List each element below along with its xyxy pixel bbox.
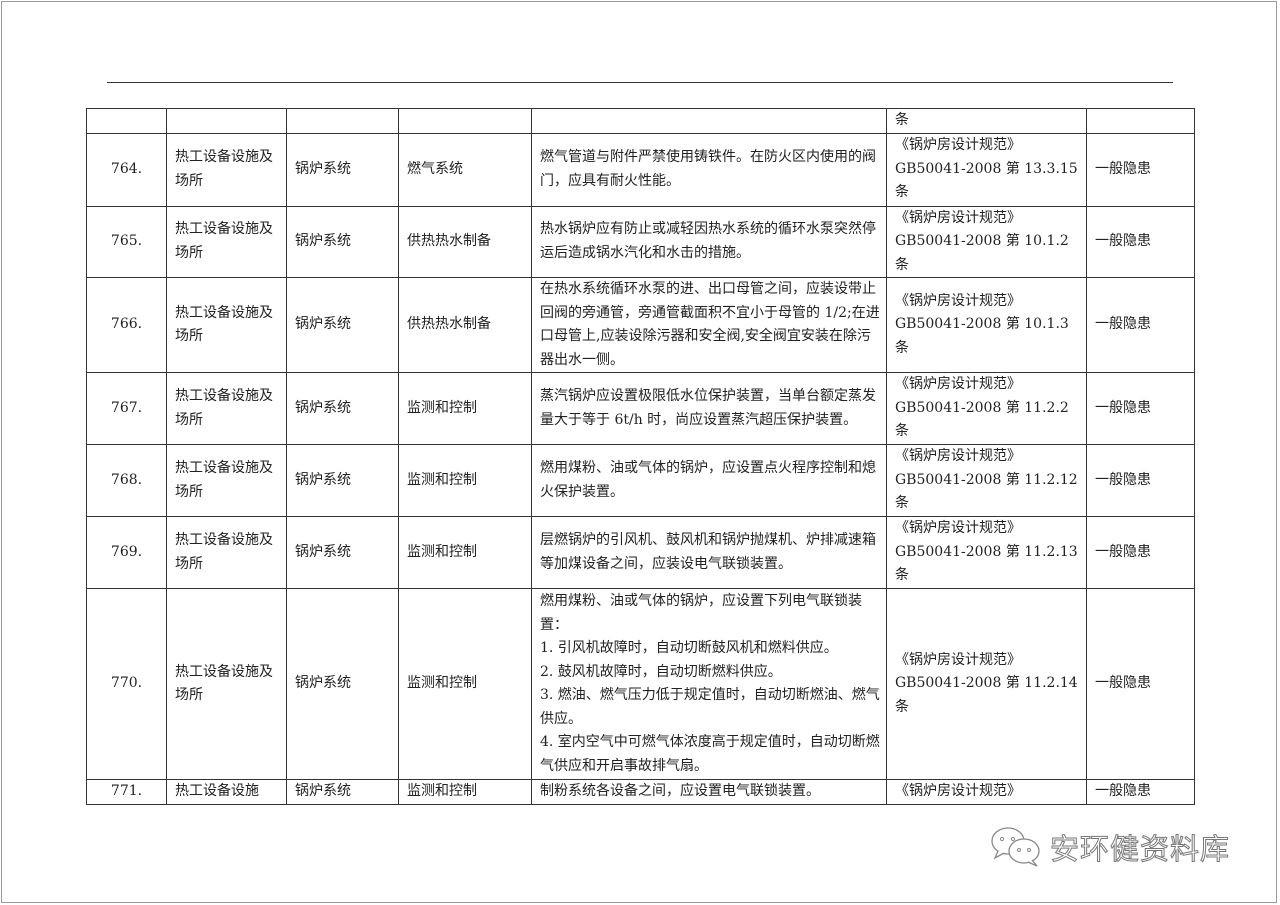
continued-row: 条 xyxy=(86,108,1195,134)
table-row: 764. 热工设备设施及场所 锅炉系统 燃气系统 燃气管道与附件严禁使用铸铁件。在防火区… xyxy=(86,132,1195,207)
row-number: 767. xyxy=(86,372,167,445)
wechat-icon xyxy=(991,827,1040,867)
system-cell: 锅炉系统 xyxy=(286,779,399,805)
system-cell: 锅炉系统 xyxy=(286,277,399,373)
row-number: 771. xyxy=(86,779,167,805)
row-number: 764. xyxy=(86,132,167,207)
row-number: 765. xyxy=(86,205,167,278)
row-number: 768. xyxy=(86,444,167,517)
subsystem-cell: 供热热水制备 xyxy=(398,277,532,373)
system-cell: 锅炉系统 xyxy=(286,205,399,278)
subsystem-cell: 供热热水制备 xyxy=(398,205,532,278)
system-cell: 锅炉系统 xyxy=(286,132,399,207)
basis-cell: 《锅炉房设计规范》GB50041-2008 第 10.1.3 条 xyxy=(886,277,1087,373)
basis-cell: 《锅炉房设计规范》GB50041-2008 第 11.2.2 条 xyxy=(886,372,1087,445)
category-cell: 热工设备设施 xyxy=(166,779,287,805)
category-cell: 热工设备设施及场所 xyxy=(166,588,287,780)
category-cell: 热工设备设施及场所 xyxy=(166,372,287,445)
requirement-cell: 燃气管道与附件严禁使用铸铁件。在防火区内使用的阀门，应具有耐火性能。 xyxy=(531,132,887,207)
table-row: 771. 热工设备设施 锅炉系统 监测和控制 制粉系统各设备之间，应设置电气联锁装置。《… xyxy=(86,779,1195,805)
header-rule xyxy=(107,82,1173,83)
level-cell: 一般隐患 xyxy=(1086,779,1195,805)
system-cell: 锅炉系统 xyxy=(286,444,399,517)
basis-cell: 《锅炉房设计规范》GB50041-2008 第 13.3.15 条 xyxy=(886,132,1087,207)
basis-cell: 《锅炉房设计规范》GB50041-2008 第 11.2.12 条 xyxy=(886,444,1087,517)
system-cell: 锅炉系统 xyxy=(286,516,399,589)
level-cell: 一般隐患 xyxy=(1086,516,1195,589)
category-cell: 热工设备设施及场所 xyxy=(166,277,287,373)
category-cell: 热工设备设施及场所 xyxy=(166,444,287,517)
category-cell: 热工设备设施及场所 xyxy=(166,132,287,207)
requirement-cell: 制粉系统各设备之间，应设置电气联锁装置。 xyxy=(531,779,887,805)
system-cell: 锅炉系统 xyxy=(286,372,399,445)
table-row: 769. 热工设备设施及场所 锅炉系统 监测和控制 层燃锅炉的引风机、鼓风机和锅炉抛煤机… xyxy=(86,516,1195,589)
row-number: 769. xyxy=(86,516,167,589)
basis-cell: 《锅炉房设计规范》GB50041-2008 第 11.2.13 条 xyxy=(886,516,1087,589)
watermark-text: 安环健资料库 xyxy=(1049,832,1231,867)
level-cell: 一般隐患 xyxy=(1086,132,1195,207)
table-row: 767. 热工设备设施及场所 锅炉系统 监测和控制 蒸汽锅炉应设置极限低水位保护装置，当… xyxy=(86,372,1195,445)
requirement-cell: 在热水系统循环水泵的进、出口母管之间，应装设带止回阀的旁通管，旁通管截面积不宜小… xyxy=(531,277,887,373)
category-cell: 热工设备设施及场所 xyxy=(166,516,287,589)
row-number: 770. xyxy=(86,588,167,780)
level-cell: 一般隐患 xyxy=(1086,588,1195,780)
subsystem-cell: 监测和控制 xyxy=(398,588,532,780)
subsystem-cell: 燃气系统 xyxy=(398,132,532,207)
basis-cell: 《锅炉房设计规范》 xyxy=(886,779,1087,805)
subsystem-cell: 监测和控制 xyxy=(398,516,532,589)
requirement-cell: 燃用煤粉、油或气体的锅炉，应设置点火程序控制和熄火保护装置。 xyxy=(531,444,887,517)
table-row: 768. 热工设备设施及场所 锅炉系统 监测和控制 燃用煤粉、油或气体的锅炉，应设置点火… xyxy=(86,444,1195,517)
subsystem-cell: 监测和控制 xyxy=(398,779,532,805)
level-cell: 一般隐患 xyxy=(1086,444,1195,517)
table-row: 766. 热工设备设施及场所 锅炉系统 供热热水制备 在热水系统循环水泵的进、出口母管之… xyxy=(86,277,1195,373)
row-number: 766. xyxy=(86,277,167,373)
requirement-cell: 燃用煤粉、油或气体的锅炉，应设置下列电气联锁装置： 1. 引风机故障时，自动切断… xyxy=(531,588,887,780)
table-row: 765. 热工设备设施及场所 锅炉系统 供热热水制备 热水锅炉应有防止或减轻因热水系统的… xyxy=(86,205,1195,278)
system-cell: 锅炉系统 xyxy=(286,588,399,780)
watermark: 安环健资料库 xyxy=(988,826,1230,868)
level-cell: 一般隐患 xyxy=(1086,205,1195,278)
subsystem-cell: 监测和控制 xyxy=(398,372,532,445)
requirement-cell: 蒸汽锅炉应设置极限低水位保护装置，当单台额定蒸发量大于等于 6t/h 时，尚应设… xyxy=(531,372,887,445)
level-cell: 一般隐患 xyxy=(1086,372,1195,445)
requirement-cell: 层燃锅炉的引风机、鼓风机和锅炉抛煤机、炉排减速箱等加煤设备之间，应装设电气联锁装… xyxy=(531,516,887,589)
basis-cell: 《锅炉房设计规范》GB50041-2008 第 10.1.2 条 xyxy=(886,205,1087,278)
basis-cell: 《锅炉房设计规范》GB50041-2008 第 11.2.14 条 xyxy=(886,588,1087,780)
category-cell: 热工设备设施及场所 xyxy=(166,205,287,278)
subsystem-cell: 监测和控制 xyxy=(398,444,532,517)
requirement-cell: 热水锅炉应有防止或减轻因热水系统的循环水泵突然停运后造成锅水汽化和水击的措施。 xyxy=(531,205,887,278)
basis-cell: 条 xyxy=(886,108,1087,134)
table-row: 770. 热工设备设施及场所 锅炉系统 监测和控制 燃用煤粉、油或气体的锅炉，应设置下列… xyxy=(86,588,1195,780)
hazard-table: 条 764. 热工设备设施及场所 锅炉系统 燃气系统 燃气管道与附件严禁使用铸铁件。在防… xyxy=(86,108,1195,805)
level-cell: 一般隐患 xyxy=(1086,277,1195,373)
